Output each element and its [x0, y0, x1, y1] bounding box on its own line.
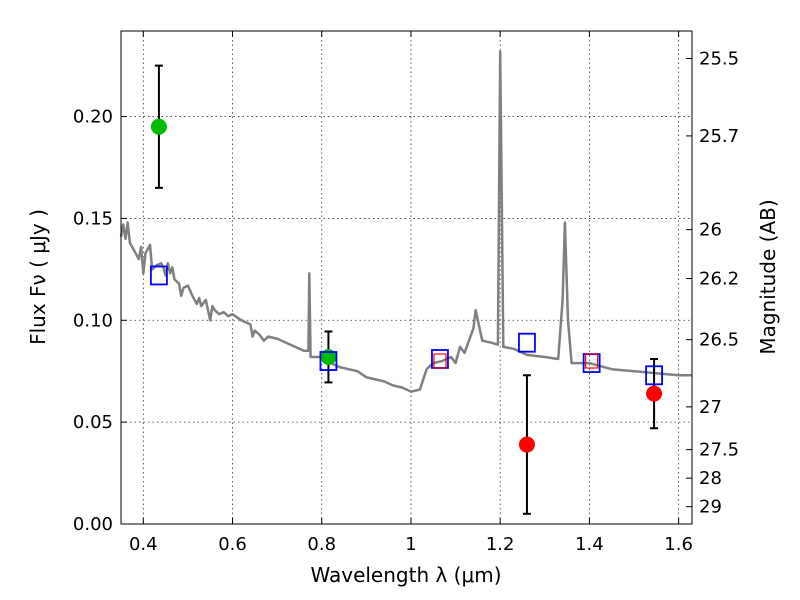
- y-tick-label: 0.20: [73, 107, 113, 128]
- y-tick-label: 0.10: [73, 310, 113, 331]
- x-tick-label: 1.4: [575, 534, 604, 555]
- x-tick-label: 1: [405, 534, 416, 555]
- right-tick-label: 26.2: [699, 269, 739, 290]
- right-tick-label: 27.5: [699, 440, 739, 461]
- axis-ticks: 0.4 0.6 0.8 1 1.2 1.4 1.6 0.00 0.05 0.10 0.15 0.20 2…: [73, 31, 739, 555]
- x-tick-label: 0.6: [218, 534, 247, 555]
- data-points: [150, 64, 663, 515]
- x-tick-label: 1.6: [664, 534, 693, 555]
- right-tick-label: 27: [699, 397, 722, 418]
- y-tick-label: 0.00: [73, 514, 113, 535]
- right-tick-label: 25.7: [699, 126, 739, 147]
- right-tick-label: 28: [699, 468, 722, 489]
- y-tick-label: 0.05: [73, 412, 113, 433]
- x-tick-label: 1.2: [486, 534, 515, 555]
- model-band-marker: [319, 351, 338, 371]
- model-band-marker: [150, 265, 168, 286]
- grid: [121, 31, 692, 525]
- x-tick-label: 0.8: [307, 534, 336, 555]
- plot-frame: [120, 30, 693, 525]
- y-axis-label: Flux Fν ( μJy ): [26, 209, 50, 345]
- model-band-marker-small: [433, 353, 447, 369]
- data-point: [646, 385, 663, 402]
- right-axis-label: Magnitude (AB): [756, 199, 780, 354]
- data-point: [150, 118, 167, 135]
- right-tick-label: 26: [699, 220, 722, 241]
- model-band-marker-small: [585, 353, 599, 369]
- right-tick-label: 29: [699, 497, 722, 518]
- right-tick-label: 26.5: [699, 330, 739, 351]
- model-band-marker: [645, 365, 663, 386]
- y-tick-label: 0.15: [73, 208, 113, 229]
- model-band-marker: [518, 332, 536, 353]
- data-point: [518, 436, 535, 453]
- right-tick-label: 25.5: [699, 49, 739, 70]
- model-spectrum: [119, 50, 692, 393]
- x-tick-label: 0.4: [129, 534, 158, 555]
- x-axis-label: Wavelength λ (μm): [310, 563, 501, 587]
- spectrum-line: [119, 50, 692, 393]
